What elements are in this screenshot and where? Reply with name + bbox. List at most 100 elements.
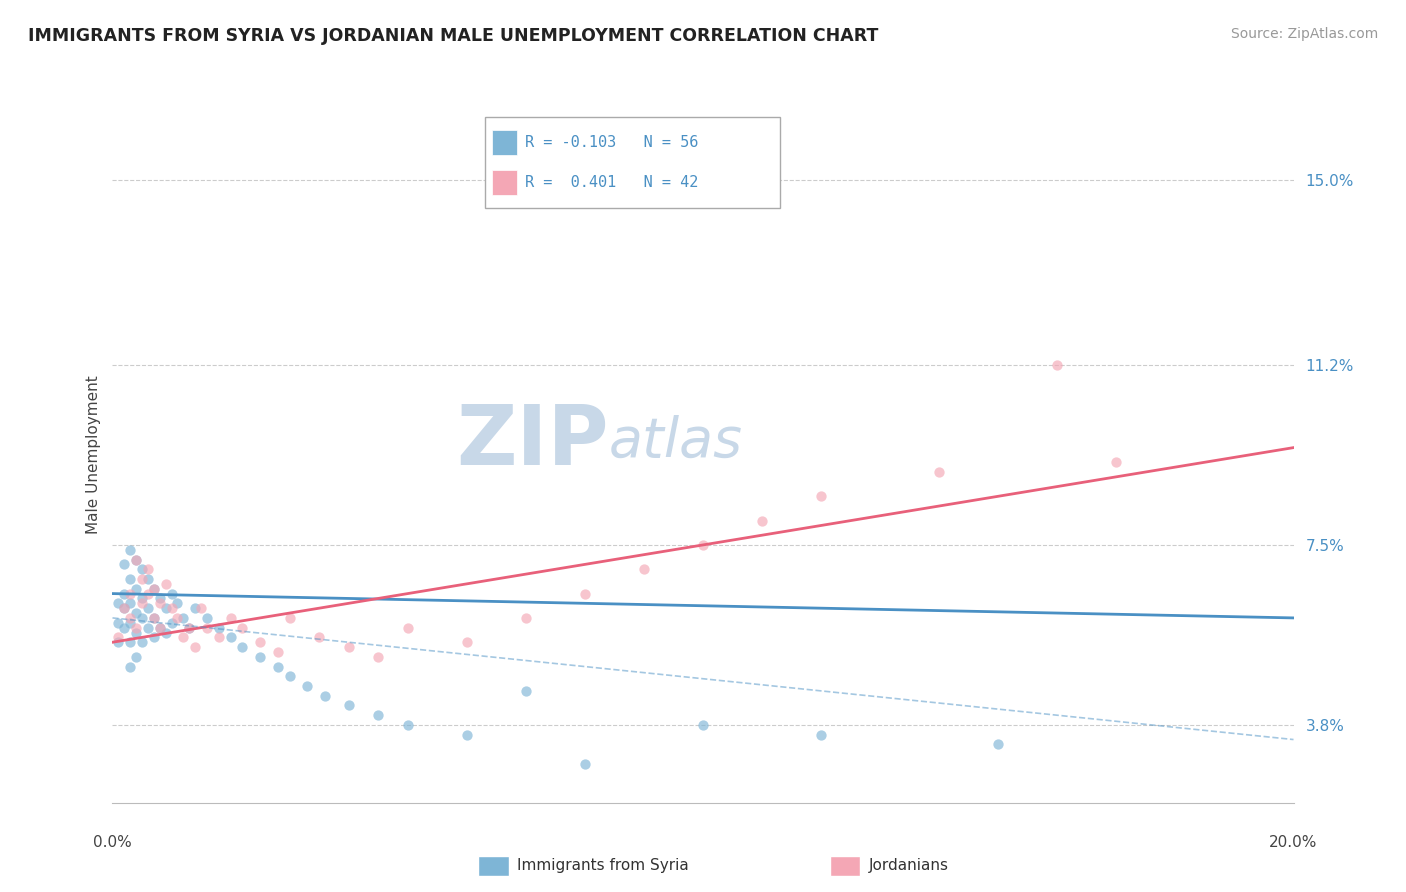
- Y-axis label: Male Unemployment: Male Unemployment: [86, 376, 101, 534]
- Point: [131, 635, 153, 649]
- Point: [142, 611, 165, 625]
- Point: [131, 591, 153, 606]
- Point: [107, 631, 129, 645]
- Point: [208, 631, 231, 645]
- Point: [120, 659, 142, 673]
- Point: [314, 689, 336, 703]
- Point: [172, 611, 194, 625]
- Point: [1105, 455, 1128, 469]
- Point: [120, 635, 142, 649]
- Point: [456, 635, 478, 649]
- Point: [155, 577, 177, 591]
- Point: [136, 562, 159, 576]
- Point: [107, 615, 129, 630]
- Point: [195, 621, 218, 635]
- Point: [692, 538, 714, 552]
- Point: [172, 631, 194, 645]
- Point: [574, 586, 596, 600]
- Point: [120, 596, 142, 610]
- Point: [208, 621, 231, 635]
- Point: [166, 611, 188, 625]
- Point: [297, 679, 319, 693]
- Point: [278, 611, 301, 625]
- Point: [195, 611, 218, 625]
- Point: [267, 659, 290, 673]
- Point: [928, 465, 950, 479]
- Point: [810, 489, 832, 503]
- Point: [112, 586, 135, 600]
- Point: [692, 718, 714, 732]
- Point: [308, 631, 330, 645]
- Point: [396, 621, 419, 635]
- Text: Jordanians: Jordanians: [869, 858, 949, 872]
- Point: [184, 640, 207, 654]
- Text: 20.0%: 20.0%: [1270, 836, 1317, 850]
- Point: [125, 649, 148, 664]
- Point: [142, 631, 165, 645]
- Point: [249, 635, 271, 649]
- Point: [136, 621, 159, 635]
- Point: [149, 596, 172, 610]
- Text: Immigrants from Syria: Immigrants from Syria: [517, 858, 689, 872]
- Point: [751, 514, 773, 528]
- Point: [396, 718, 419, 732]
- Text: Source: ZipAtlas.com: Source: ZipAtlas.com: [1230, 27, 1378, 41]
- Text: R = -0.103   N = 56: R = -0.103 N = 56: [526, 136, 699, 151]
- Text: IMMIGRANTS FROM SYRIA VS JORDANIAN MALE UNEMPLOYMENT CORRELATION CHART: IMMIGRANTS FROM SYRIA VS JORDANIAN MALE …: [28, 27, 879, 45]
- Point: [166, 596, 188, 610]
- Point: [160, 615, 183, 630]
- Point: [155, 601, 177, 615]
- Point: [125, 552, 148, 566]
- Point: [278, 669, 301, 683]
- Point: [337, 698, 360, 713]
- Point: [219, 631, 242, 645]
- Point: [231, 621, 253, 635]
- Text: R =  0.401   N = 42: R = 0.401 N = 42: [526, 175, 699, 190]
- Point: [136, 586, 159, 600]
- Point: [131, 572, 153, 586]
- Point: [179, 621, 201, 635]
- Point: [120, 542, 142, 557]
- Point: [112, 621, 135, 635]
- Point: [120, 611, 142, 625]
- Point: [120, 615, 142, 630]
- Point: [456, 728, 478, 742]
- Point: [107, 596, 129, 610]
- Point: [155, 625, 177, 640]
- Point: [112, 601, 135, 615]
- Point: [120, 586, 142, 600]
- Point: [125, 582, 148, 596]
- Point: [231, 640, 253, 654]
- Point: [112, 558, 135, 572]
- Point: [184, 601, 207, 615]
- Text: 0.0%: 0.0%: [93, 836, 132, 850]
- Point: [112, 601, 135, 615]
- Point: [107, 635, 129, 649]
- Point: [179, 621, 201, 635]
- Point: [136, 601, 159, 615]
- Point: [125, 625, 148, 640]
- Point: [1046, 358, 1069, 372]
- Point: [142, 582, 165, 596]
- Point: [125, 606, 148, 620]
- Point: [987, 738, 1010, 752]
- Point: [125, 621, 148, 635]
- Point: [160, 586, 183, 600]
- Text: ZIP: ZIP: [456, 401, 609, 482]
- Point: [149, 621, 172, 635]
- Point: [249, 649, 271, 664]
- Point: [136, 572, 159, 586]
- Point: [131, 611, 153, 625]
- Point: [125, 552, 148, 566]
- Point: [810, 728, 832, 742]
- Point: [160, 601, 183, 615]
- Point: [633, 562, 655, 576]
- Point: [367, 649, 389, 664]
- Point: [131, 562, 153, 576]
- Point: [574, 756, 596, 771]
- Point: [267, 645, 290, 659]
- Point: [142, 611, 165, 625]
- Point: [219, 611, 242, 625]
- Point: [120, 572, 142, 586]
- Point: [367, 708, 389, 723]
